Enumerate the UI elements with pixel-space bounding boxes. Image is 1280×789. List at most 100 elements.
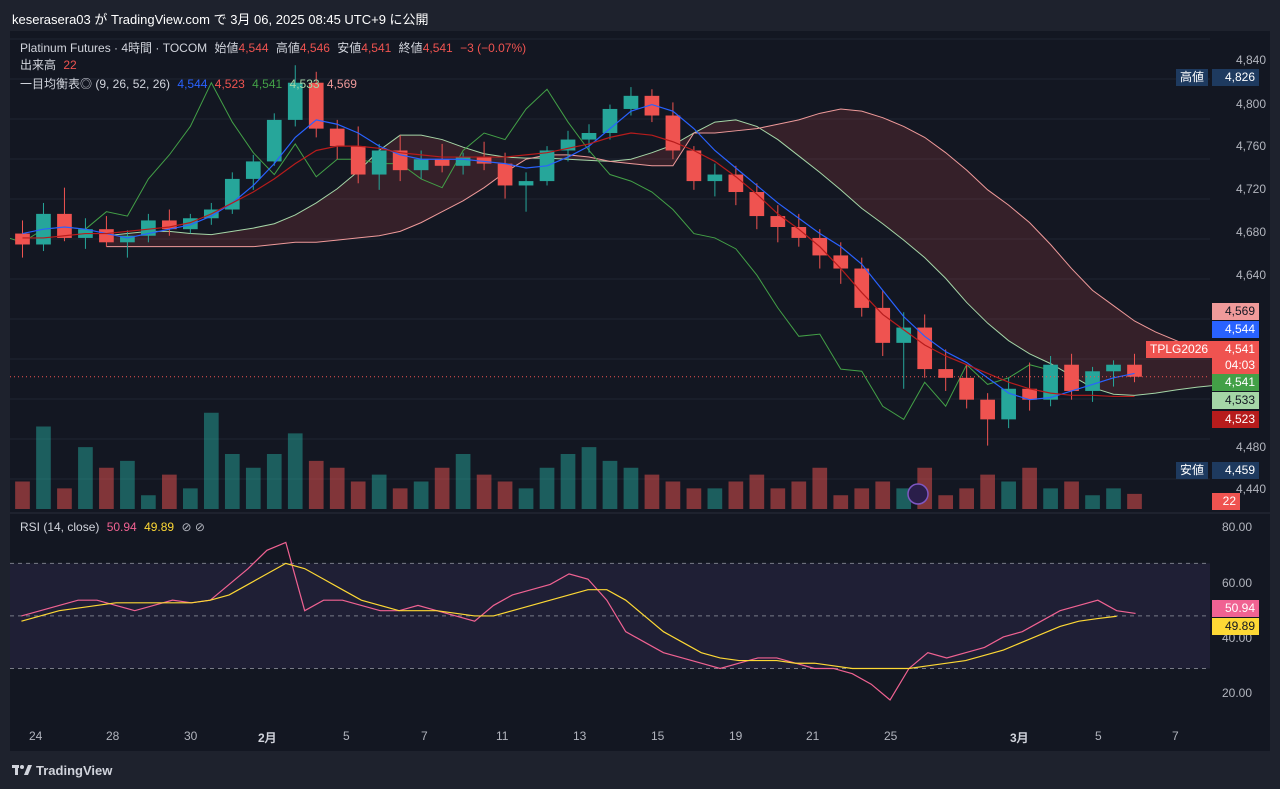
volume-bar — [329, 467, 345, 509]
volume-bar — [434, 467, 450, 509]
footer-bar: TradingView — [0, 751, 1280, 789]
low-tag-label: 安値 — [1176, 462, 1209, 479]
ichimoku-kijun: 4,523 — [214, 77, 245, 91]
tradingview-logo[interactable]: TradingView — [12, 763, 112, 778]
candle-body — [308, 82, 324, 129]
volume-bar — [1001, 481, 1016, 509]
volume-bar — [644, 474, 660, 509]
candle-body — [665, 115, 681, 151]
candle-body — [371, 150, 387, 175]
time-tick: 7 — [1172, 729, 1179, 743]
volume-bar — [833, 495, 849, 509]
volume-bar — [413, 481, 429, 509]
candle-body — [707, 174, 723, 182]
change-value: −3 (−0.07%) — [460, 41, 527, 55]
candle-body — [938, 369, 954, 378]
chart-area[interactable] — [10, 31, 1270, 751]
volume-bar — [980, 474, 995, 509]
candle-body — [791, 227, 807, 238]
price-tick: 4,840 — [1236, 53, 1267, 67]
volume-bar — [350, 481, 366, 509]
volume-bar — [141, 495, 156, 509]
ichimoku-cloud — [106, 108, 1219, 396]
ichimoku-senkou-a: 4,533 — [289, 77, 320, 91]
volume-bar — [791, 481, 807, 509]
candle-body — [728, 174, 744, 193]
volume-bar — [728, 481, 744, 509]
close-value: 4,541 — [422, 41, 453, 55]
volume-bar — [518, 488, 534, 509]
high-tag-label: 高値 — [1176, 69, 1209, 86]
volume-bar — [854, 488, 870, 509]
candle-body — [162, 220, 177, 230]
price-tick: 4,480 — [1236, 440, 1267, 454]
volume-bar — [371, 474, 387, 509]
candle-body — [434, 159, 450, 166]
candle-body — [1106, 364, 1121, 372]
ichimoku-label: 一目均衡表◎ (9, 26, 52, 26) — [20, 77, 171, 91]
price-tick: 4,640 — [1236, 268, 1267, 282]
kijun-tag: 4,523 — [1212, 411, 1259, 428]
candle-body — [1085, 371, 1100, 391]
high-label: 高値 — [275, 41, 300, 55]
candle-body — [644, 95, 660, 116]
tenkan-tag: 4,544 — [1212, 321, 1259, 338]
rsi-ma-line — [21, 562, 1117, 670]
volume-bar — [36, 426, 51, 509]
candle-body — [329, 128, 345, 147]
rsi-legend[interactable]: RSI (14, close) 50.94 49.89 ⊘ ⊘ — [20, 520, 209, 534]
volume-bar — [707, 488, 723, 509]
senkou-b-tag: 4,569 — [1212, 303, 1259, 320]
volume-bar — [1022, 467, 1037, 509]
volume-bar — [308, 460, 324, 509]
rsi-eye-icons[interactable]: ⊘ ⊘ — [181, 520, 205, 534]
candle-body — [833, 255, 849, 269]
price-tick: 4,760 — [1236, 139, 1267, 153]
volume-bar — [812, 467, 828, 509]
volume-bar — [497, 481, 513, 509]
volume-bar — [1043, 488, 1058, 509]
open-value: 4,544 — [238, 41, 269, 55]
time-tick: 11 — [496, 729, 509, 743]
volume-bar — [57, 488, 72, 509]
candle-body — [581, 133, 597, 140]
rsi-ma-tag: 49.89 — [1212, 618, 1259, 635]
time-tick: 30 — [184, 729, 198, 743]
time-tick: 15 — [651, 729, 665, 743]
price-tick: 4,440 — [1236, 482, 1267, 496]
time-tick: 28 — [106, 729, 120, 743]
volume-bar — [1127, 493, 1142, 509]
candle-body — [287, 82, 303, 120]
volume-bar — [78, 447, 93, 509]
header-bar: keserasera03 が TradingView.com で 3月 06, … — [0, 0, 1280, 31]
ichimoku-legend[interactable]: 一目均衡表◎ (9, 26, 52, 26) 4,544 4,523 4,541… — [20, 75, 361, 92]
rsi-tick: 20.00 — [1222, 686, 1253, 700]
symbol-tag: TPLG2026 — [1146, 341, 1213, 358]
candle-body — [875, 307, 891, 343]
time-tick: 2月 — [258, 731, 277, 745]
publish-info: keserasera03 が TradingView.com で 3月 06, … — [12, 12, 429, 27]
candle-body — [518, 181, 534, 186]
candle-body — [1043, 364, 1058, 400]
time-tick: 19 — [729, 729, 743, 743]
symbol-name: Platinum Futures · 4時間 · TOCOM — [20, 41, 208, 55]
volume-bar — [1085, 495, 1100, 509]
candle-body — [749, 192, 765, 217]
volume-bar — [686, 488, 702, 509]
volume-bar — [665, 481, 681, 509]
volume-tag: 22 — [1212, 493, 1240, 510]
rsi-tick: 80.00 — [1222, 520, 1253, 534]
volume-bar — [560, 454, 576, 509]
volume-bar — [539, 467, 555, 509]
rsi-tag: 50.94 — [1212, 600, 1259, 617]
close-label: 終値 — [398, 41, 423, 55]
time-tick: 24 — [29, 729, 43, 743]
senkou-a-tag: 4,533 — [1212, 392, 1259, 409]
candle-body — [917, 327, 933, 370]
high-tag: 4,826 — [1212, 69, 1259, 86]
senkou-span-b-line — [106, 108, 1219, 359]
low-value: 4,541 — [361, 41, 392, 55]
time-tick: 7 — [421, 729, 428, 743]
low-tag: 4,459 — [1212, 462, 1259, 479]
chart-canvas[interactable] — [10, 31, 1270, 751]
